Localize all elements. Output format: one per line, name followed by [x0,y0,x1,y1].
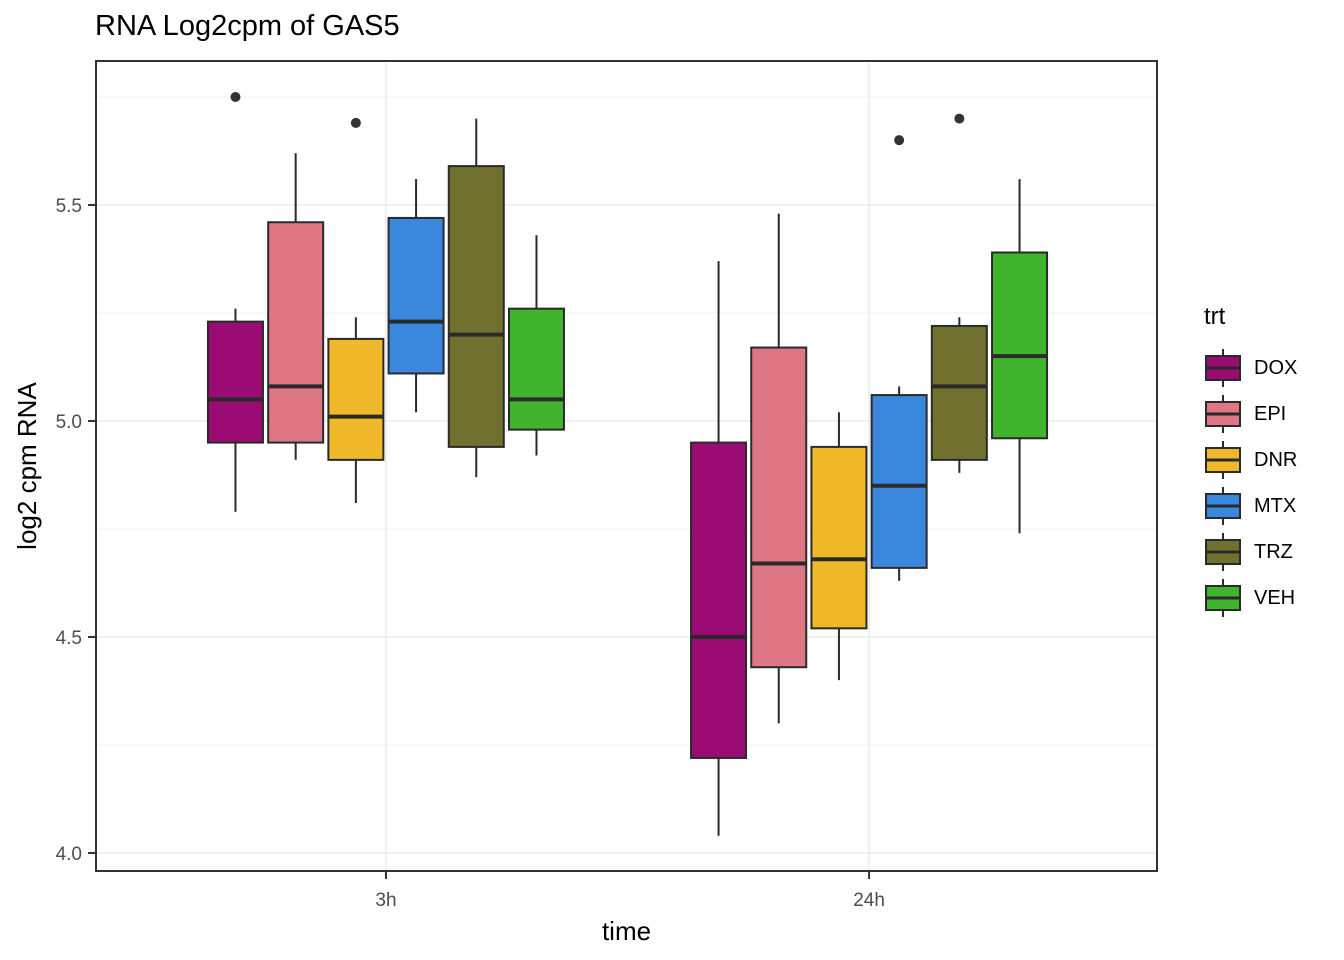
axis-tick-labels: 4.0 4.5 5.0 5.5 3h 24h [56,196,885,911]
legend-item-trz: TRZ [1204,529,1297,575]
legend-key-mtx-boxplot-icon [1205,487,1241,525]
legend-key-veh-boxplot-icon [1205,579,1241,617]
legend-item-dnr: DNR [1204,437,1297,483]
boxplot-dox-3h [206,91,264,512]
legend-title: trt [1204,303,1226,330]
y-tick-label: 4.5 [56,628,82,649]
x-tick-label: 24h [853,890,885,911]
x-axis-title: time [601,916,652,946]
legend: trt DOX EPI DNR MTX TRZ VEH [1204,303,1297,621]
boxplot-dnr-3h [327,117,385,504]
legend-label-mtx: MTX [1254,494,1297,517]
legend-item-dox: DOX [1204,345,1297,391]
boxplot-trz-3h [447,118,505,478]
legend-item-epi: EPI [1204,391,1297,437]
legend-item-veh: VEH [1204,575,1297,621]
x-tick-label: 3h [375,890,396,911]
boxplot-dox-24h [690,261,748,836]
legend-key-dnr-boxplot-icon [1205,441,1241,479]
y-tick-label: 5.5 [56,196,82,217]
boxplot-epi-24h [750,213,808,724]
axis-ticks [88,203,871,879]
legend-label-trz: TRZ [1254,540,1293,563]
outlier-point [954,113,965,124]
legend-item-mtx: MTX [1204,483,1297,529]
boxplot-mtx-24h [870,135,928,581]
y-tick-label: 5.0 [56,412,82,433]
legend-items: DOX EPI DNR MTX TRZ VEH [1204,345,1297,621]
legend-key-dox-boxplot-icon [1205,349,1241,387]
boxplot-mtx-3h [387,179,445,413]
legend-label-dox: DOX [1254,356,1298,379]
y-axis-title: log2 cpm RNA [12,382,42,550]
boxplot-dnr-24h [810,412,868,681]
boxplot-epi-3h [267,153,325,460]
plot-title: RNA Log2cpm of GAS5 [95,10,400,42]
boxplot-veh-3h [507,235,565,456]
outlier-point [894,135,905,146]
boxplot-trz-24h [930,113,988,473]
panel-background [96,61,1157,871]
legend-label-epi: EPI [1254,402,1287,425]
legend-label-dnr: DNR [1254,448,1298,471]
legend-label-veh: VEH [1254,586,1296,609]
outlier-point [230,91,241,102]
legend-key-trz-boxplot-icon [1205,533,1241,571]
panel-border [95,60,1158,872]
y-tick-label: 4.0 [56,844,82,865]
outlier-point [350,117,361,128]
boxplot-veh-24h [991,179,1049,534]
legend-key-epi-boxplot-icon [1205,395,1241,433]
